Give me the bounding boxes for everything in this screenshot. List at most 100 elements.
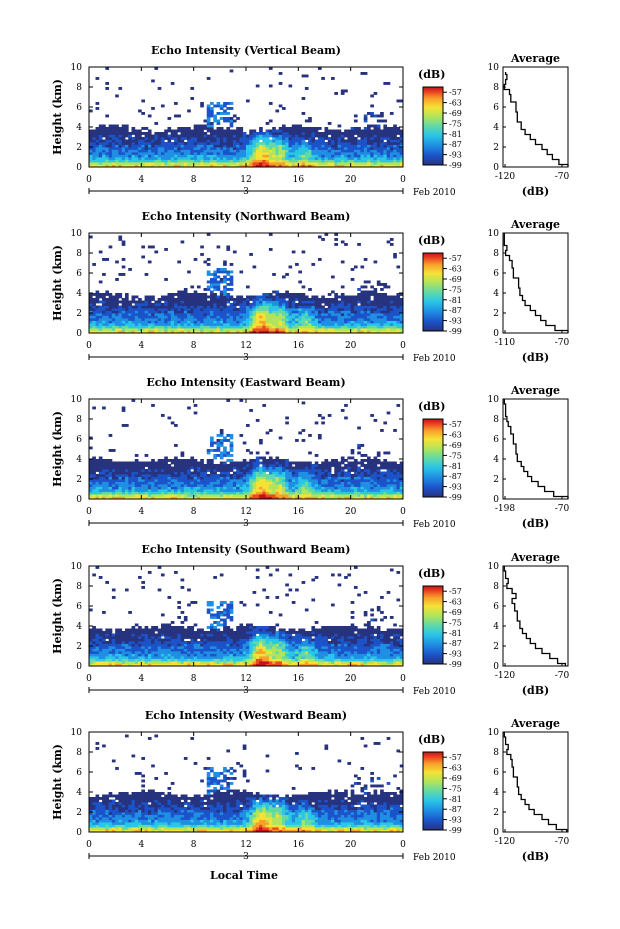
heatmap-cell	[272, 295, 276, 299]
heatmap-cell	[170, 308, 175, 311]
heatmap-cell	[308, 157, 312, 160]
heatmap-cell	[223, 147, 227, 150]
heatmap-cell	[89, 469, 93, 472]
heatmap-cell	[334, 494, 338, 497]
heatmap-cell	[298, 323, 302, 326]
heatmap-cell	[239, 318, 244, 321]
heatmap-cell	[213, 149, 217, 153]
heatmap-cell	[291, 484, 296, 487]
heatmap-cell	[347, 474, 352, 477]
heatmap-cell	[262, 162, 267, 165]
heatmap-cell	[367, 479, 371, 482]
heatmap-cell	[183, 320, 188, 324]
heatmap-cell	[376, 325, 381, 329]
heatmap-cell	[124, 308, 129, 311]
heatmap-cell	[210, 285, 214, 289]
heatmap-cell	[128, 474, 132, 477]
heatmap-cell	[216, 298, 221, 301]
heatmap-cell	[324, 464, 329, 467]
heatmap-cell	[350, 129, 355, 133]
heatmap-cell	[239, 466, 244, 470]
heatmap-cell	[399, 139, 404, 143]
heatmap-cell	[295, 149, 299, 153]
heatmap-cell	[147, 159, 152, 163]
heatmap-cell	[196, 127, 201, 130]
heatmap-cell	[298, 164, 302, 168]
heatmap-cell	[357, 481, 361, 485]
heatmap-cell	[331, 489, 335, 492]
heatmap-cell	[134, 459, 139, 462]
heatmap-cell	[164, 491, 168, 495]
heatmap-cell	[291, 305, 296, 309]
heatmap-cell	[265, 431, 270, 435]
heatmap-cell	[111, 476, 116, 480]
heatmap-cell	[239, 315, 244, 319]
heatmap-cell	[147, 142, 152, 145]
heatmap-cell	[301, 313, 306, 316]
heatmap-cell	[102, 303, 106, 306]
heatmap-cell	[193, 127, 198, 130]
heatmap-cell	[262, 300, 267, 304]
heatmap-cell	[236, 157, 240, 160]
heatmap-cell	[242, 154, 247, 158]
heatmap-cell	[187, 459, 191, 462]
heatmap-cell	[226, 489, 231, 492]
heatmap-cell	[111, 325, 116, 329]
heatmap-cell	[268, 300, 273, 304]
heatmap-cell	[180, 298, 185, 301]
heatmap-cell	[367, 144, 371, 148]
heatmap-cell	[295, 476, 299, 480]
heatmap-cell	[183, 298, 188, 301]
heatmap-cell	[327, 129, 332, 133]
heatmap-cell	[232, 323, 237, 326]
heatmap-cell	[180, 481, 185, 485]
heatmap-cell	[331, 159, 335, 163]
heatmap-cell	[295, 469, 299, 472]
heatmap-cell	[360, 152, 365, 155]
heatmap-cell	[380, 491, 384, 495]
heatmap-cell	[95, 129, 100, 133]
heatmap-cell	[281, 154, 286, 158]
heatmap-cell	[170, 421, 175, 425]
heatmap-cell	[134, 313, 139, 316]
heatmap-cell	[151, 466, 155, 470]
heatmap-cell	[347, 320, 352, 324]
heatmap-cell	[373, 152, 378, 155]
heatmap-cell	[203, 494, 208, 497]
average-y-tick-label: 8	[493, 83, 499, 93]
heatmap-cell	[170, 295, 175, 299]
heatmap-cell	[255, 481, 260, 485]
heatmap-cell	[298, 318, 302, 321]
heatmap-cell	[147, 298, 152, 301]
heatmap-cell	[157, 308, 162, 311]
heatmap-cell	[288, 139, 293, 143]
heatmap-cell	[174, 320, 178, 324]
heatmap-cell	[98, 323, 103, 326]
heatmap-cell	[249, 486, 253, 490]
heatmap-cell	[213, 295, 217, 299]
heatmap-cell	[219, 476, 224, 480]
y-tick-label: 0	[76, 329, 82, 339]
heatmap-cell	[278, 318, 283, 321]
heatmap-cell	[350, 147, 355, 150]
heatmap-cell	[89, 159, 93, 163]
heatmap-cell	[272, 300, 276, 304]
heatmap-cell	[115, 127, 119, 130]
heatmap-cell	[128, 489, 132, 492]
colorbar	[422, 252, 444, 332]
heatmap-cell	[340, 240, 345, 244]
heatmap-cell	[190, 484, 195, 487]
heatmap-cell	[92, 157, 96, 160]
heatmap-cell	[321, 134, 325, 138]
heatmap-cell	[170, 318, 175, 321]
heatmap-cell	[373, 323, 378, 326]
heatmap-cell	[370, 142, 374, 145]
heatmap-cell	[157, 325, 162, 329]
heatmap-cell	[265, 486, 270, 490]
heatmap-cells	[89, 233, 404, 334]
heatmap-cell	[262, 461, 267, 465]
heatmap-cell	[180, 454, 185, 457]
heatmap-cell	[357, 426, 361, 430]
heatmap-cell	[200, 162, 204, 165]
heatmap-cell	[242, 323, 247, 326]
